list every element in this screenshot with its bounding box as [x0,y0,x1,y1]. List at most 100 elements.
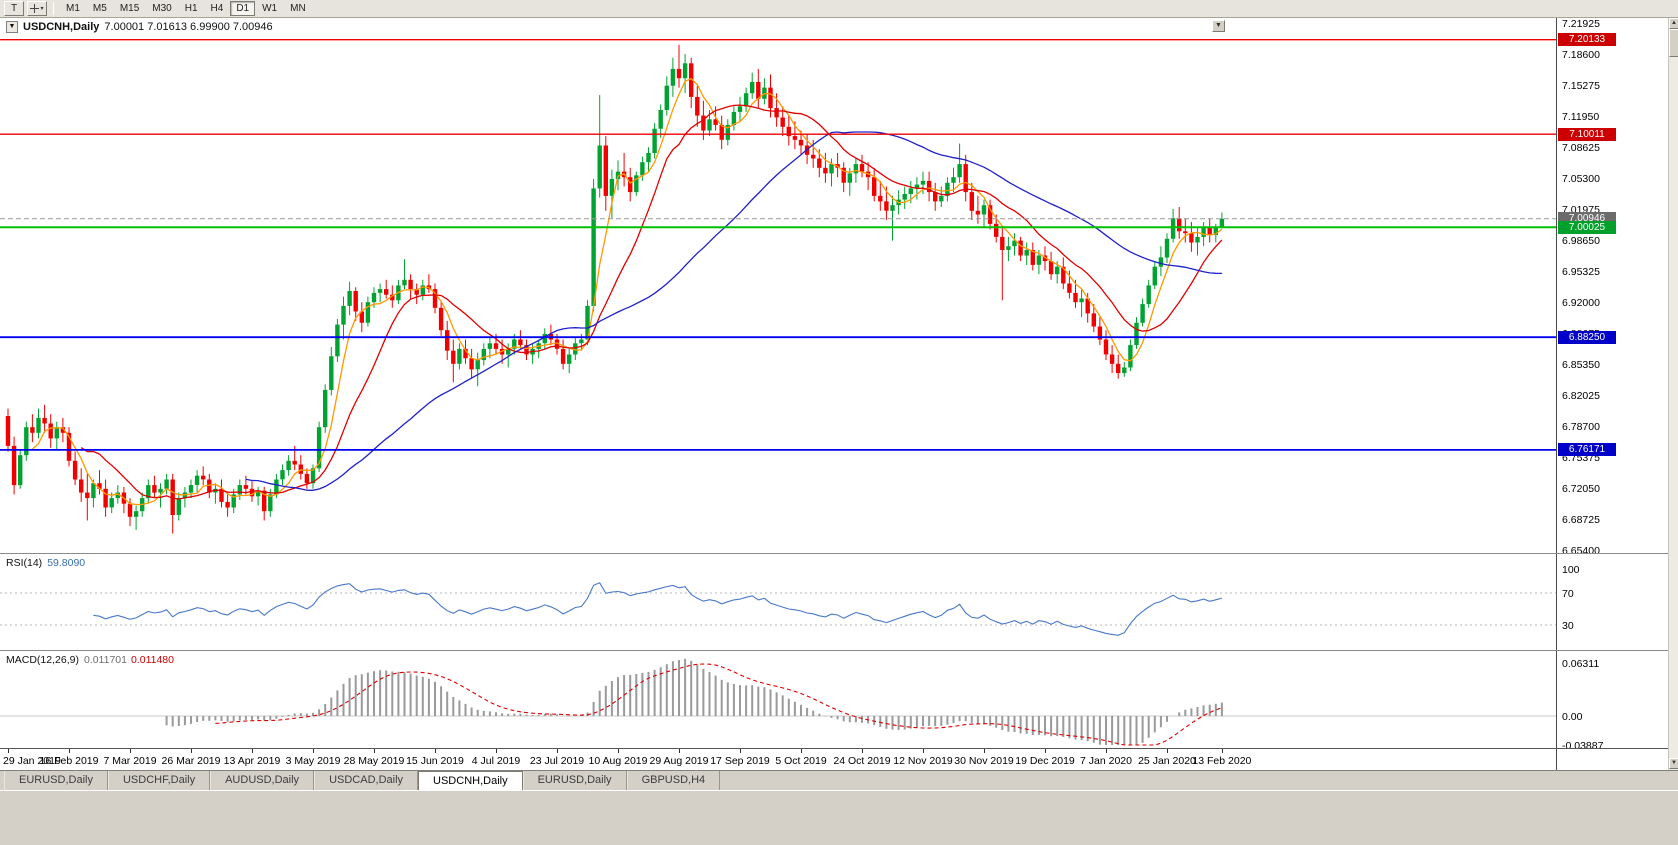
time-axis-label: 25 Jan 2020 [1138,755,1196,767]
scroll-up-arrow-icon[interactable]: ▲ [1669,18,1678,29]
time-axis-label: 30 Nov 2019 [954,755,1014,767]
time-axis-label: 19 Dec 2019 [1015,755,1075,767]
price-axis[interactable]: 7.21925 7.18600 7.15275 7.11950 7.08625 7.053… [1556,18,1668,770]
price-axis-tick: 6.72050 [1562,483,1600,496]
price-axis-tick: 7.21925 [1562,18,1600,30]
time-axis-label: 15 Jun 2019 [406,755,464,767]
timeframe-m15-button[interactable]: M15 [114,1,145,16]
timeframe-d1-button[interactable]: D1 [230,1,256,16]
time-axis-tick [191,749,192,753]
timeframe-w1-button[interactable]: W1 [256,1,283,16]
price-axis-tick: 6.95325 [1562,266,1600,279]
rsi-value: 59.8090 [47,557,86,569]
chevron-down-icon: ▾ [40,6,44,12]
time-axis-tick [862,749,863,753]
time-axis-tick [313,749,314,753]
time-axis-tick [679,749,680,753]
time-axis[interactable]: 29 Jan 2019 16 Feb 2019 7 Mar 2019 26 Mar 2… [0,749,1556,770]
time-axis-label: 13 Apr 2019 [223,755,281,767]
timeframe-m5-button[interactable]: M5 [87,1,113,16]
time-axis-tick [618,749,619,753]
chart-tab-usdcnh-daily[interactable]: USDCNH,Daily [418,771,523,790]
pane-separator-macd[interactable] [0,650,1668,651]
time-axis-label: 29 Aug 2019 [649,755,709,767]
macd-indicator-chart[interactable] [0,651,1556,748]
chart-tab-usdcad-daily[interactable]: USDCAD,Daily [314,771,419,790]
candlestick-chart[interactable] [0,18,1556,553]
chart-menu-button[interactable]: ▼ [6,21,18,33]
price-axis-tick: 7.18600 [1562,49,1600,61]
time-axis-tick [252,749,253,753]
chart-tab-audusd-daily[interactable]: AUDUSD,Daily [210,771,315,790]
time-axis-label: 28 May 2019 [343,755,405,767]
rsi-indicator-chart[interactable] [0,554,1556,650]
vertical-scrollbar[interactable]: ▲ ▼ [1668,18,1678,770]
pane-separator-rsi[interactable] [0,553,1668,554]
macd-name: MACD(12,26,9) [6,654,79,666]
chart-tab-eurusd-daily[interactable]: EURUSD,Daily [4,771,108,790]
price-axis-tick: 6.82025 [1562,390,1600,403]
timeframe-h1-button[interactable]: H1 [179,1,204,16]
price-axis-tick: 7.05300 [1562,173,1600,186]
time-axis-label: 13 Feb 2020 [1192,755,1252,767]
time-axis-tick [984,749,985,753]
timeframe-buttons: M1 M5 M15 M30 H1 H4 D1 W1 MN [60,1,312,16]
time-axis-tick [557,749,558,753]
chart-tab-gbpusd-h4[interactable]: GBPUSD,H4 [626,771,721,790]
rsi-name: RSI(14) [6,557,43,569]
chart-scroll-button[interactable]: ▼ [1212,20,1225,32]
time-axis-label: 10 Aug 2019 [588,755,648,767]
time-axis-label: 5 Oct 2019 [775,755,827,767]
timeframe-m1-button[interactable]: M1 [60,1,86,16]
time-axis-label: 17 Sep 2019 [710,755,770,767]
time-axis-tick [130,749,131,753]
chart-title: ▼ USDCNH,Daily 7.00001 7.01613 6.99900 7… [6,21,273,33]
price-axis-tick: 7.11950 [1562,111,1600,124]
price-axis-tick: 6.92000 [1562,297,1600,310]
chart-tab-eurusd-daily[interactable]: EURUSD,Daily [522,771,627,790]
price-line-label: 6.88250 [1558,330,1616,344]
chart-tab-usdchf-daily[interactable]: USDCHF,Daily [107,771,211,790]
time-axis-label: 12 Nov 2019 [893,755,953,767]
price-axis-tick: 7.08625 [1562,142,1600,155]
text-tool-button[interactable]: T [4,1,24,16]
toolbar: T ▾ M1 M5 M15 M30 H1 H4 D1 W1 MN [0,0,1678,18]
time-axis-label: 26 Mar 2019 [161,755,221,767]
time-axis-tick [8,749,9,753]
crosshair-icon [30,4,40,13]
price-axis-tick: 6.78700 [1562,421,1600,434]
time-axis-tick [1221,749,1223,753]
macd-axis-tick: -0.03887 [1562,740,1604,752]
time-axis-tick [923,749,924,753]
price-axis-tick: 6.68725 [1562,514,1600,527]
time-axis-label: 24 Oct 2019 [833,755,891,767]
time-axis-tick [69,749,70,753]
macd-main-value: 0.011701 [83,654,127,666]
time-axis-tick [374,749,375,753]
drawing-tool-button[interactable]: ▾ [27,1,47,16]
macd-axis-tick: 0.06311 [1562,657,1600,670]
time-axis-label: 7 Jan 2020 [1080,755,1132,767]
time-axis-tick [496,749,497,753]
scroll-down-arrow-icon[interactable]: ▼ [1669,758,1678,769]
macd-axis-tick: 0.00 [1562,711,1583,723]
time-axis-tick [1167,749,1168,753]
chart-symbol-period: USDCNH,Daily [23,21,100,33]
price-line-label: 7.20133 [1558,33,1616,47]
time-axis-label: 7 Mar 2019 [103,755,157,767]
price-axis-tick: 7.15275 [1562,80,1600,93]
status-bar [0,790,1678,845]
timeframe-m30-button[interactable]: M30 [146,1,177,16]
time-axis-tick [801,749,802,753]
timeframe-mn-button[interactable]: MN [284,1,312,16]
chart-window: ▼ USDCNH,Daily 7.00001 7.01613 6.99900 7… [0,18,1668,770]
rsi-axis-tick: 70 [1562,588,1574,600]
time-axis-label: 3 May 2019 [285,755,341,767]
timeframe-h4-button[interactable]: H4 [205,1,230,16]
time-axis-tick [1045,749,1046,753]
price-line-label: 7.00025 [1558,220,1616,234]
time-axis-line [0,748,1668,749]
chart-tabs-bar: EURUSD,Daily USDCHF,Daily AUDUSD,Daily USDC… [0,770,1678,790]
scrollbar-thumb[interactable] [1669,29,1678,57]
